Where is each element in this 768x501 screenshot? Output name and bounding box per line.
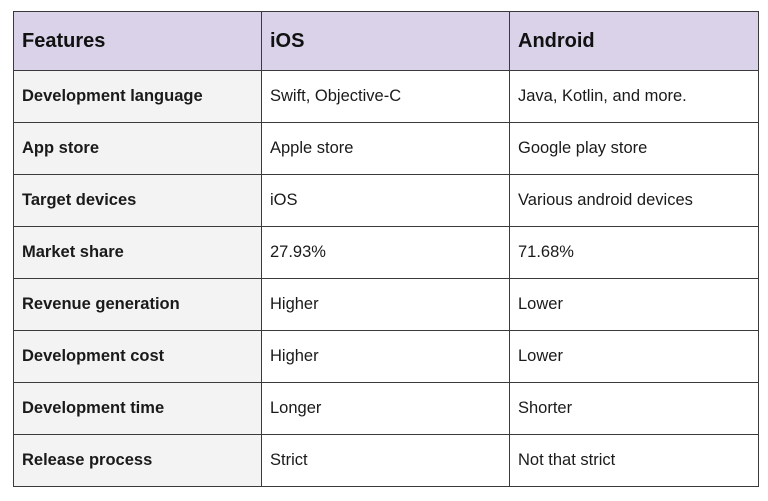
android-cell: Google play store [509, 122, 759, 175]
feature-cell: Development time [13, 382, 262, 435]
table-row: Development cost Higher Lower [13, 330, 759, 383]
feature-cell: Revenue generation [13, 278, 262, 331]
android-cell: Shorter [509, 382, 759, 435]
table-row: Development language Swift, Objective-C … [13, 70, 759, 123]
table-row: Development time Longer Shorter [13, 382, 759, 435]
ios-cell: Apple store [261, 122, 510, 175]
ios-android-comparison-table: Features iOS Android Development languag… [13, 11, 759, 487]
ios-cell: Longer [261, 382, 510, 435]
feature-cell: Development cost [13, 330, 262, 383]
android-cell: Lower [509, 278, 759, 331]
ios-cell: 27.93% [261, 226, 510, 279]
android-cell: Lower [509, 330, 759, 383]
android-cell: Java, Kotlin, and more. [509, 70, 759, 123]
feature-cell: Market share [13, 226, 262, 279]
android-cell: 71.68% [509, 226, 759, 279]
header-row: Features iOS Android [13, 11, 759, 71]
header-ios: iOS [261, 11, 510, 71]
header-android: Android [509, 11, 759, 71]
table-row: Revenue generation Higher Lower [13, 278, 759, 331]
ios-cell: Higher [261, 278, 510, 331]
header-features: Features [13, 11, 262, 71]
feature-cell: Release process [13, 434, 262, 487]
comparison-table-container: Features iOS Android Development languag… [13, 11, 759, 487]
feature-cell: App store [13, 122, 262, 175]
table-row: Release process Strict Not that strict [13, 434, 759, 487]
table-header: Features iOS Android [13, 11, 759, 71]
table-row: App store Apple store Google play store [13, 122, 759, 175]
table-row: Market share 27.93% 71.68% [13, 226, 759, 279]
ios-cell: Higher [261, 330, 510, 383]
android-cell: Various android devices [509, 174, 759, 227]
feature-cell: Development language [13, 70, 262, 123]
table-row: Target devices iOS Various android devic… [13, 174, 759, 227]
ios-cell: Strict [261, 434, 510, 487]
ios-cell: iOS [261, 174, 510, 227]
feature-cell: Target devices [13, 174, 262, 227]
android-cell: Not that strict [509, 434, 759, 487]
ios-cell: Swift, Objective-C [261, 70, 510, 123]
table-body: Development language Swift, Objective-C … [13, 70, 759, 487]
